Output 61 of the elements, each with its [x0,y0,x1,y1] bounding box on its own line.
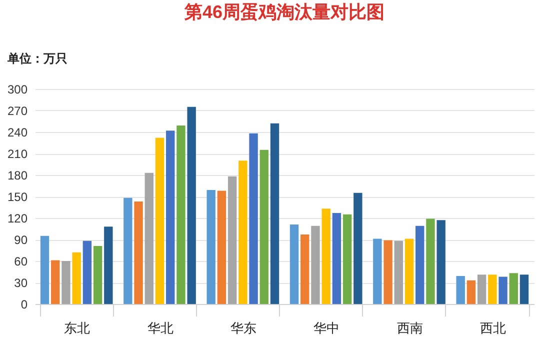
y-tick-label: 210 [7,147,28,161]
bar [290,224,299,304]
bar [394,240,403,304]
bar [238,160,248,304]
bar [488,274,497,304]
bar [51,260,60,304]
bar [82,240,92,304]
bar [260,150,268,304]
bar [206,190,216,304]
bar [332,212,342,304]
bar [217,190,226,304]
bar [520,274,529,304]
bar [416,226,424,304]
y-tick-label: 120 [7,212,28,226]
bar [62,261,70,304]
bar [311,226,320,304]
y-tick-label: 150 [7,190,28,204]
bar [426,218,435,304]
bar [228,176,237,304]
bar [404,238,414,304]
bar [456,276,465,304]
bar [104,226,113,304]
chart-title: 第46周蛋鸡淘汰量对比图 [183,2,385,22]
y-tick-label: 30 [14,276,28,290]
bar [436,220,446,304]
bar [342,214,352,304]
bar [498,276,508,304]
bar [354,192,362,304]
bar [509,273,518,304]
bar [300,234,310,304]
x-tick-label: 华中 [314,320,340,336]
bar [40,236,50,304]
bar [176,126,186,304]
x-tick-label: 西北 [480,320,506,336]
x-tick-label: 西南 [396,320,423,336]
y-tick-label: 60 [14,254,28,268]
y-tick-label: 300 [7,82,28,96]
bar [187,106,196,304]
bar [72,252,81,304]
y-tick-label: 90 [14,233,28,247]
x-tick-label: 东北 [64,320,90,336]
bar [124,198,132,304]
bar [384,240,392,304]
y-tick-label: 0 [20,298,28,312]
bar [144,172,154,304]
y-tick-label: 270 [7,104,28,118]
x-tick-label: 华东 [230,320,256,336]
bar [322,208,330,304]
bar [466,280,476,304]
bar [373,238,382,304]
y-tick-label: 180 [7,168,28,182]
bar [166,130,175,304]
x-tick-label: 华北 [147,320,174,336]
bar [477,274,486,304]
y-tick-label: 240 [7,126,28,140]
bar [93,246,102,304]
bar [249,133,258,304]
bar [270,123,280,304]
bar [155,138,164,304]
y-axis-title: 单位：万只 [6,52,68,66]
bar [134,202,143,304]
